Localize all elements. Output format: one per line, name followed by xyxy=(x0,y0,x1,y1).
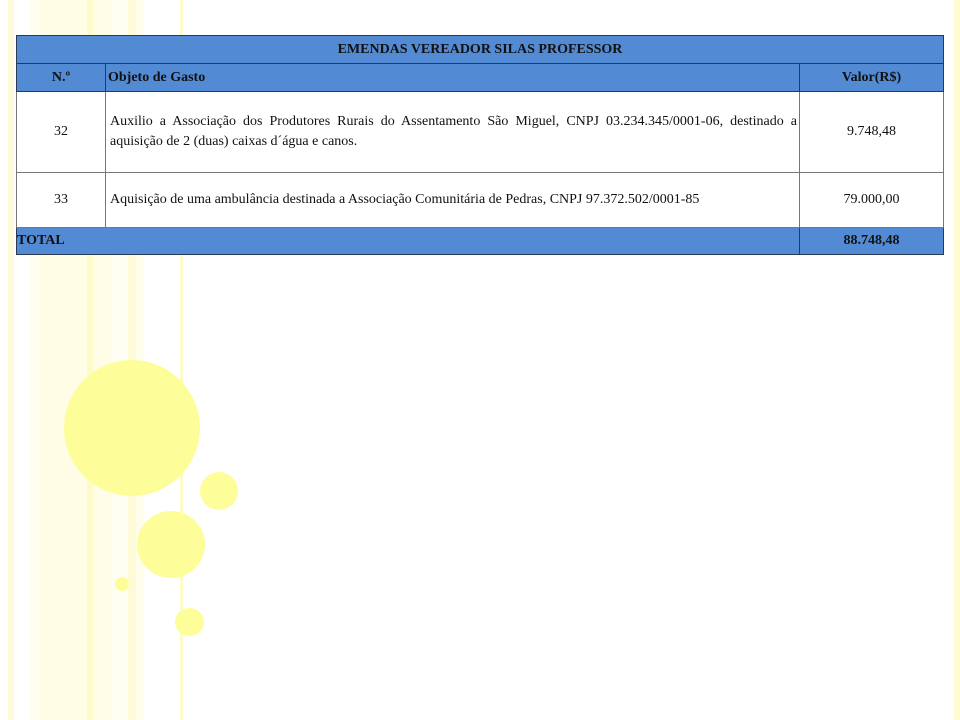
total-label: TOTAL xyxy=(16,227,800,255)
decor-stripe xyxy=(87,0,93,720)
table-header-row: N.º Objeto de Gasto Valor(R$) xyxy=(16,63,944,92)
decor-stripe xyxy=(8,0,14,720)
row-num: 33 xyxy=(16,172,106,228)
total-value: 88.748,48 xyxy=(799,227,944,255)
decor-stripe xyxy=(30,0,40,720)
header-object: Objeto de Gasto xyxy=(105,63,800,92)
decor-circle xyxy=(200,472,238,510)
decor-stripe xyxy=(954,0,960,720)
decor-circle xyxy=(115,577,129,591)
table-row: 32 Auxilio a Associação dos Produtores R… xyxy=(16,91,944,173)
row-object: Aquisição de uma ambulância destinada a … xyxy=(105,172,800,228)
decor-stripe xyxy=(180,0,183,720)
header-value: Valor(R$) xyxy=(799,63,944,92)
row-object: Auxilio a Associação dos Produtores Rura… xyxy=(105,91,800,173)
decor-circle xyxy=(137,511,205,578)
decor-circle xyxy=(175,608,204,636)
row-num: 32 xyxy=(16,91,106,173)
table-row: 33 Aquisição de uma ambulância destinada… xyxy=(16,172,944,228)
header-num: N.º xyxy=(16,63,106,92)
row-value: 79.000,00 xyxy=(799,172,944,228)
table-total-row: TOTAL 88.748,48 xyxy=(16,227,944,255)
table-title: EMENDAS VEREADOR SILAS PROFESSOR xyxy=(16,35,944,64)
amendments-table: EMENDAS VEREADOR SILAS PROFESSOR N.º Obj… xyxy=(16,35,944,255)
row-value: 9.748,48 xyxy=(799,91,944,173)
decor-circle xyxy=(64,360,200,496)
table-title-row: EMENDAS VEREADOR SILAS PROFESSOR xyxy=(16,35,944,64)
